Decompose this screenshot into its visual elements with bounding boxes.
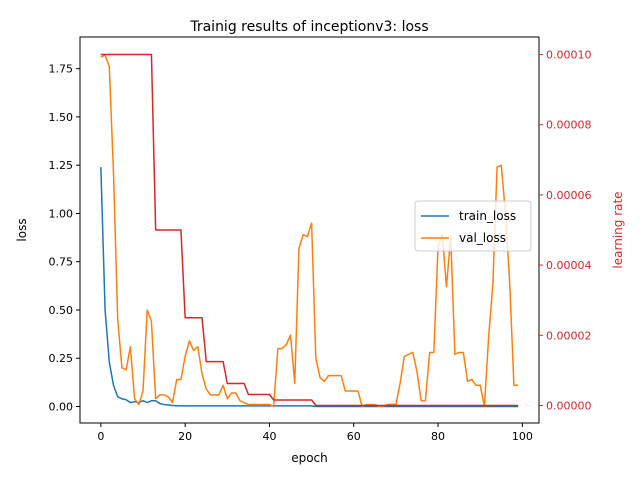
x-tick-label: 60 (347, 430, 361, 443)
legend-label-train-loss: train_loss (459, 209, 516, 223)
legend-label-val-loss: val_loss (459, 231, 506, 245)
y-axis-label: loss (15, 218, 29, 241)
y-tick-label: 0.75 (49, 256, 74, 269)
y-axis-right: 0.00000 0.00002 0.00004 0.00006 0.00008 0.000… (539, 49, 592, 412)
axes-frame (79, 36, 540, 424)
y2-tick-label: 0.00006 (546, 189, 592, 202)
x-tick-label: 80 (431, 430, 445, 443)
y-tick-label: 1.00 (49, 207, 74, 220)
series-line-val-loss (100, 54, 519, 408)
x-axis: 0 20 40 60 80 100 (97, 423, 533, 443)
plot-layer (100, 53, 519, 408)
y2-tick-label: 0.00004 (546, 259, 592, 272)
y2-tick-label: 0.00002 (546, 329, 592, 342)
y-tick-label: 1.75 (49, 63, 74, 76)
y-tick-label: 1.25 (49, 159, 74, 172)
series-line-right-series-2 (100, 53, 519, 407)
y-tick-label: 0.00 (49, 400, 74, 413)
y-axis-left: 0.00 0.25 0.50 0.75 1.00 1.25 1.50 1.75 (49, 63, 80, 413)
x-tick-label: 20 (178, 430, 192, 443)
series-line-train-loss (100, 167, 519, 408)
x-axis-label: epoch (291, 451, 328, 465)
y2-axis-label: learning rate (611, 191, 625, 268)
x-tick-label: 40 (262, 430, 276, 443)
y2-tick-label: 0.00010 (546, 49, 592, 62)
y-tick-label: 0.25 (49, 352, 74, 365)
y-tick-label: 1.50 (49, 111, 74, 124)
y2-tick-label: 0.00008 (546, 119, 592, 132)
legend: train_loss val_loss (414, 200, 532, 252)
y2-tick-label: 0.00000 (546, 399, 592, 412)
y-tick-label: 0.50 (49, 304, 74, 317)
x-tick-label: 100 (512, 430, 533, 443)
chart-title: Trainig results of inceptionv3: loss (189, 19, 428, 35)
x-tick-label: 0 (97, 430, 104, 443)
